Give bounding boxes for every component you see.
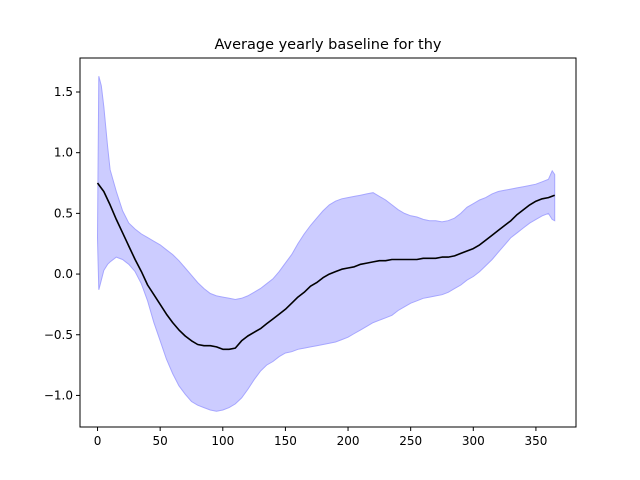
x-tick-label: 350 <box>524 434 547 448</box>
y-tick-label: 1.0 <box>54 146 73 160</box>
y-tick-label: −1.0 <box>44 388 73 402</box>
y-tick-label: 1.5 <box>54 85 73 99</box>
x-tick-label: 200 <box>337 434 360 448</box>
x-tick-label: 50 <box>153 434 168 448</box>
y-tick-label: 0.0 <box>54 267 73 281</box>
x-tick-label: 150 <box>274 434 297 448</box>
y-tick-label: −0.5 <box>44 328 73 342</box>
mean-line <box>96 182 555 351</box>
axes-frame <box>79 57 577 428</box>
confidence-band <box>96 76 556 412</box>
x-tick-label: 250 <box>399 434 422 448</box>
y-tick-label: 0.5 <box>54 206 73 220</box>
x-tick-label: 300 <box>462 434 485 448</box>
axes: 0 50 100 150 200 250 300 350 −1.0 −0.5 0.0 0.5 1.0 1.… <box>44 57 577 448</box>
chart-title: Average yearly baseline for thy <box>214 37 441 53</box>
x-tick-label: 100 <box>211 434 234 448</box>
x-tick-label: 0 <box>94 434 102 448</box>
plot-area <box>96 76 556 412</box>
